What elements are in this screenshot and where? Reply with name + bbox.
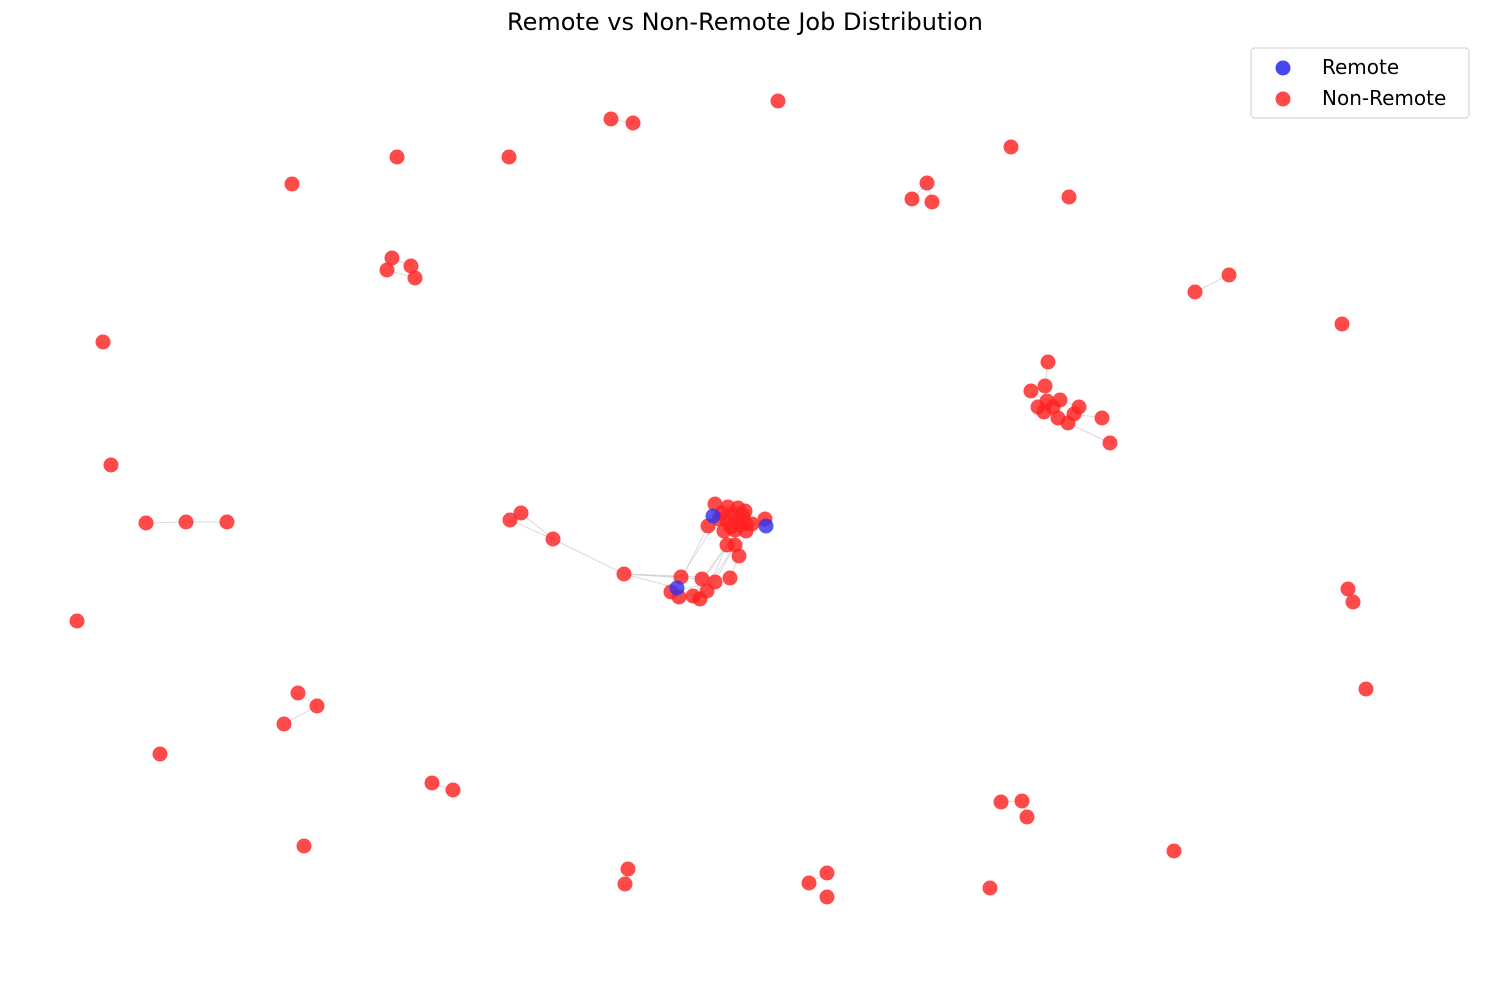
chart-title: Remote vs Non-Remote Job Distribution [507,8,983,36]
node-nonremote-75 [1358,681,1374,697]
node-nonremote-86 [620,861,636,877]
node-nonremote-83 [1014,793,1030,809]
node-nonremote-71 [692,591,708,607]
edge-8 [509,519,554,540]
edge-22 [692,544,728,597]
node-nonremote-57 [716,523,732,539]
node-nonremote-33 [103,457,119,473]
node-nonremote-39 [545,531,561,547]
legend-marker-remote [1275,60,1291,76]
legend: Remote Non-Remote [1250,47,1470,119]
node-nonremote-4 [501,149,517,165]
edge-10 [552,538,625,575]
node-nonremote-7 [919,175,935,191]
node-nonremote-18 [95,334,111,350]
node-nonremote-15 [1187,284,1203,300]
node-nonremote-13 [379,262,395,278]
node-remote-2 [669,580,685,596]
node-nonremote-64 [694,571,710,587]
node-nonremote-9 [924,194,940,210]
node-nonremote-58 [727,522,743,538]
node-nonremote-84 [1019,809,1035,825]
node-nonremote-19 [1040,354,1056,370]
node-nonremote-40 [616,566,632,582]
node-nonremote-14 [407,270,423,286]
node-nonremote-73 [1340,581,1356,597]
node-nonremote-91 [982,880,998,896]
edge-15 [623,573,682,578]
node-nonremote-32 [1102,435,1118,451]
node-nonremote-5 [284,176,300,192]
node-nonremote-74 [1345,594,1361,610]
node-nonremote-2 [770,93,786,109]
edge-34 [1067,422,1111,444]
legend-marker-nonremote [1275,91,1291,107]
node-nonremote-77 [309,698,325,714]
node-nonremote-3 [389,149,405,165]
node-nonremote-0 [603,111,619,127]
node-nonremote-80 [424,775,440,791]
legend-label-nonremote: Non-Remote [1322,86,1446,110]
node-nonremote-34 [138,515,154,531]
node-nonremote-87 [617,876,633,892]
node-layer [69,93,1374,905]
legend-box [1250,47,1470,119]
node-nonremote-16 [1221,267,1237,283]
node-nonremote-36 [219,514,235,530]
node-nonremote-21 [1023,383,1039,399]
node-nonremote-81 [445,782,461,798]
node-nonremote-90 [819,889,835,905]
node-nonremote-72 [69,613,85,629]
node-nonremote-30 [1094,410,1110,426]
node-remote-0 [705,508,721,524]
node-nonremote-35 [178,514,194,530]
node-nonremote-20 [1037,378,1053,394]
node-nonremote-88 [801,875,817,891]
node-nonremote-59 [738,523,754,539]
node-nonremote-31 [1060,415,1076,431]
node-nonremote-1 [625,115,641,131]
node-nonremote-10 [1061,189,1077,205]
node-nonremote-92 [1166,843,1182,859]
node-nonremote-12 [403,258,419,274]
node-nonremote-6 [1003,139,1019,155]
node-nonremote-37 [502,512,518,528]
node-nonremote-17 [1334,316,1350,332]
node-nonremote-82 [993,794,1009,810]
node-nonremote-38 [513,505,529,521]
node-nonremote-89 [819,865,835,881]
node-nonremote-76 [290,685,306,701]
node-nonremote-11 [384,250,400,266]
node-nonremote-79 [152,746,168,762]
node-nonremote-66 [722,570,738,586]
node-nonremote-27 [1036,404,1052,420]
legend-label-remote: Remote [1322,55,1399,79]
node-nonremote-8 [904,191,920,207]
node-nonremote-62 [731,548,747,564]
node-nonremote-85 [296,838,312,854]
edge-layer [145,118,1230,885]
node-nonremote-78 [276,716,292,732]
node-remote-1 [758,518,774,534]
